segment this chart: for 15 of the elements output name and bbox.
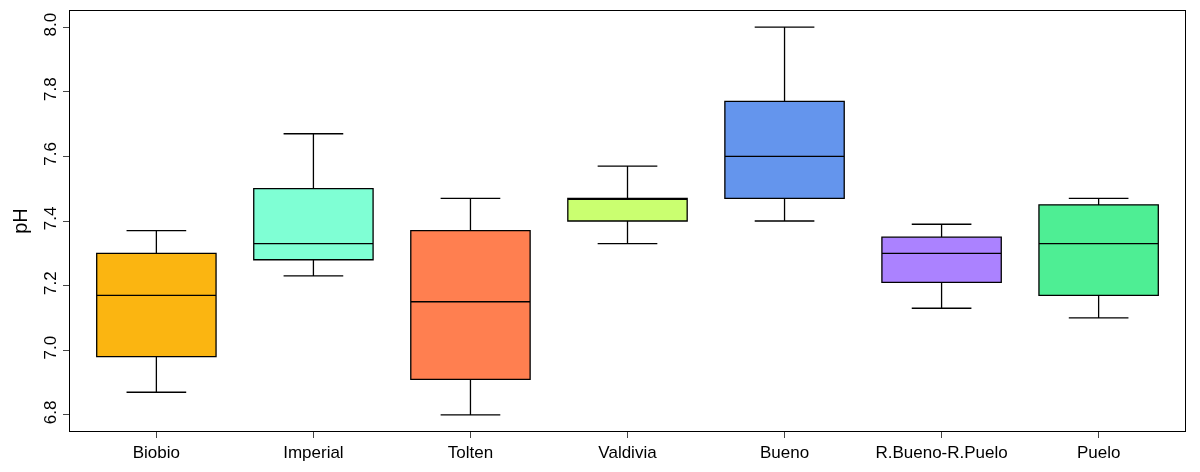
x-tick-label: Imperial (283, 443, 344, 463)
y-axis-title: pH (8, 208, 31, 234)
y-tick-label: 8.0 (41, 12, 61, 37)
y-tick-label: 7.6 (41, 142, 61, 166)
y-tick-label: 7.4 (41, 206, 61, 231)
y-tick-label: 7.8 (41, 77, 61, 102)
x-tick-label: R.Bueno-R.Puelo (875, 443, 1008, 463)
y-tick-label: 7.0 (41, 335, 61, 360)
x-tick-label: Tolten (447, 443, 494, 463)
x-tick-label: Valdivia (598, 443, 658, 463)
x-tick-label: Puelo (1076, 443, 1121, 463)
y-tick-label: 6.8 (41, 400, 61, 425)
x-tick-label: Bueno (759, 443, 810, 463)
y-tick-label: 7.2 (41, 271, 61, 295)
x-tick-label: Biobio (132, 443, 180, 463)
